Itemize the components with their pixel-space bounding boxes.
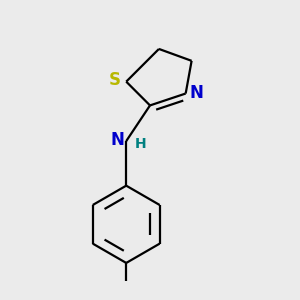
Text: S: S <box>108 71 120 89</box>
Text: H: H <box>135 137 146 151</box>
Text: N: N <box>189 84 203 102</box>
Text: N: N <box>111 131 125 149</box>
